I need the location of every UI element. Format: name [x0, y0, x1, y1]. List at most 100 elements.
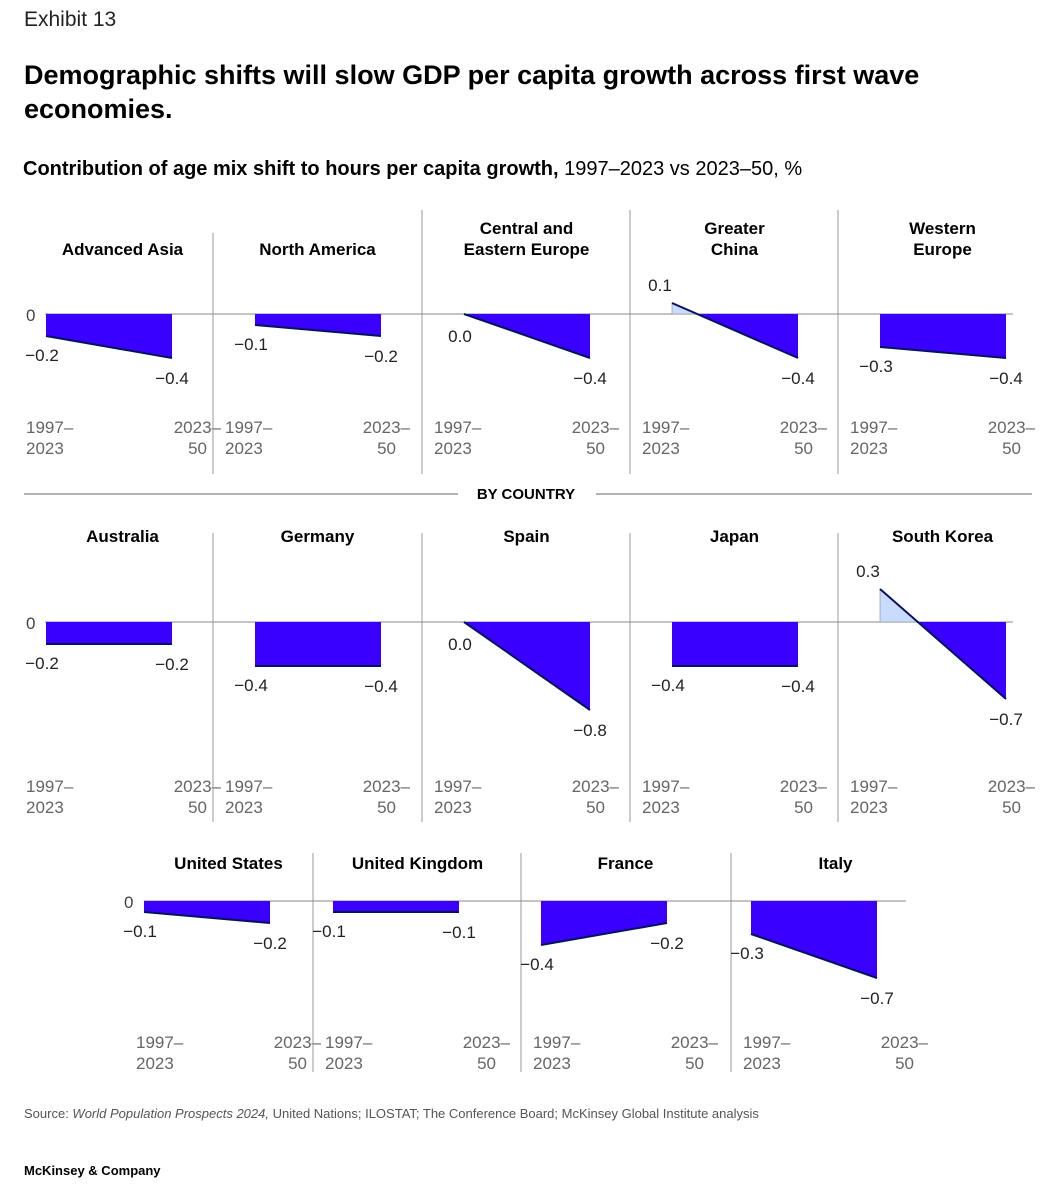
source-prefix: Source: — [24, 1106, 73, 1121]
x-label-end-western-europe: 50 — [1002, 439, 1021, 458]
x-label-end-germany: 50 — [377, 798, 396, 817]
x-label-end-advanced-asia: 2023– — [174, 418, 222, 437]
section-label-by-country: BY COUNTRY — [477, 486, 575, 503]
value-label-end-france: −0.2 — [650, 934, 684, 953]
panel-title-greater-china: China — [711, 240, 759, 259]
subtitle-rest: 1997–2023 vs 2023–50, % — [558, 158, 803, 180]
x-label-end-united-states: 2023– — [274, 1033, 322, 1052]
x-label-start-united-states: 2023 — [136, 1054, 174, 1073]
area-negative-western-europe — [880, 314, 1006, 358]
panel-title-western-europe: Europe — [913, 240, 972, 259]
x-label-end-central-and-eastern-europe: 50 — [586, 439, 605, 458]
panel-title-australia: Australia — [86, 527, 159, 546]
x-label-start-western-europe: 2023 — [850, 439, 888, 458]
x-label-start-north-america: 2023 — [225, 439, 263, 458]
chart-subtitle: Contribution of age mix shift to hours p… — [23, 158, 802, 181]
panel-title-japan: Japan — [710, 527, 759, 546]
panel-title-italy: Italy — [818, 854, 853, 873]
x-label-start-australia: 1997– — [26, 777, 74, 796]
x-label-end-australia: 2023– — [174, 777, 222, 796]
value-label-start-germany: −0.4 — [234, 676, 268, 695]
x-label-end-france: 2023– — [671, 1033, 719, 1052]
area-negative-advanced-asia — [46, 314, 172, 358]
panel-title-france: France — [598, 854, 654, 873]
trend-line-central-and-eastern-europe — [463, 313, 591, 359]
x-label-start-australia: 2023 — [26, 798, 64, 817]
area-negative-australia — [46, 622, 172, 644]
x-label-end-australia: 50 — [188, 798, 207, 817]
value-label-end-greater-china: −0.4 — [781, 369, 815, 388]
x-label-start-south-korea: 2023 — [850, 798, 888, 817]
zero-tick-label: 0 — [26, 614, 35, 633]
x-label-start-japan: 1997– — [642, 777, 690, 796]
value-label-end-germany: −0.4 — [364, 677, 398, 696]
x-label-start-united-states: 1997– — [136, 1033, 184, 1052]
x-label-end-greater-china: 2023– — [780, 418, 828, 437]
panel-title-united-kingdom: United Kingdom — [352, 854, 483, 873]
trend-line-spain — [463, 621, 591, 711]
x-label-end-spain: 50 — [586, 798, 605, 817]
x-label-end-france: 50 — [685, 1054, 704, 1073]
x-label-start-greater-china: 1997– — [642, 418, 690, 437]
x-label-start-north-america: 1997– — [225, 418, 273, 437]
x-label-end-japan: 50 — [794, 798, 813, 817]
trend-line-advanced-asia — [45, 335, 173, 359]
page-title: Demographic shifts will slow GDP per cap… — [24, 60, 920, 124]
x-label-start-france: 2023 — [533, 1054, 571, 1073]
trend-line-south-korea — [879, 588, 1007, 700]
value-label-start-greater-china: 0.1 — [648, 276, 672, 295]
source-italic: World Population Prospects 2024, — [72, 1106, 269, 1121]
value-label-start-united-states: −0.1 — [123, 922, 157, 941]
value-label-end-united-states: −0.2 — [253, 934, 287, 953]
x-label-start-united-kingdom: 1997– — [325, 1033, 373, 1052]
value-label-start-advanced-asia: −0.2 — [25, 346, 59, 365]
x-label-start-central-and-eastern-europe: 1997– — [434, 418, 482, 437]
value-label-start-south-korea: 0.3 — [856, 562, 880, 581]
value-label-start-north-america: −0.1 — [234, 335, 268, 354]
value-label-start-spain: 0.0 — [448, 635, 472, 654]
x-label-end-united-kingdom: 2023– — [463, 1033, 511, 1052]
trend-line-greater-china — [671, 302, 799, 359]
x-label-start-japan: 2023 — [642, 798, 680, 817]
area-negative-united-states — [144, 901, 270, 923]
panel-title-advanced-asia: Advanced Asia — [62, 240, 184, 259]
exhibit-label: Exhibit 13 — [24, 8, 117, 31]
x-label-start-advanced-asia: 2023 — [26, 439, 64, 458]
value-label-end-japan: −0.4 — [781, 677, 815, 696]
trend-line-north-america — [254, 324, 382, 337]
zero-tick-label: 0 — [124, 893, 133, 912]
trend-line-western-europe — [879, 346, 1007, 359]
source-note: Source: World Population Prospects 2024,… — [24, 1106, 759, 1121]
value-label-end-central-and-eastern-europe: −0.4 — [573, 369, 607, 388]
x-label-start-italy: 1997– — [743, 1033, 791, 1052]
x-label-end-advanced-asia: 50 — [188, 439, 207, 458]
value-label-end-spain: −0.8 — [573, 721, 607, 740]
x-label-start-central-and-eastern-europe: 2023 — [434, 439, 472, 458]
value-label-start-japan: −0.4 — [651, 676, 685, 695]
x-label-start-western-europe: 1997– — [850, 418, 898, 437]
x-label-end-italy: 2023– — [881, 1033, 929, 1052]
panel-title-western-europe: Western — [909, 219, 976, 238]
value-label-end-united-kingdom: −0.1 — [442, 923, 476, 942]
value-label-start-australia: −0.2 — [25, 654, 59, 673]
trend-line-italy — [750, 933, 878, 979]
panel-title-north-america: North America — [259, 240, 376, 259]
x-label-start-germany: 1997– — [225, 777, 273, 796]
panel-title-central-and-eastern-europe: Central and — [480, 219, 574, 238]
x-label-end-south-korea: 2023– — [988, 777, 1036, 796]
value-label-start-united-kingdom: −0.1 — [312, 922, 346, 941]
area-negative-japan — [672, 622, 798, 666]
x-label-end-south-korea: 50 — [1002, 798, 1021, 817]
trend-line-united-states — [143, 911, 271, 924]
value-label-start-france: −0.4 — [520, 955, 554, 974]
source-rest: United Nations; ILOSTAT; The Conference … — [268, 1106, 759, 1121]
value-label-start-western-europe: −0.3 — [859, 357, 893, 376]
trend-line-france — [540, 922, 668, 946]
x-label-end-central-and-eastern-europe: 2023– — [572, 418, 620, 437]
panel-title-spain: Spain — [503, 527, 549, 546]
x-label-start-advanced-asia: 1997– — [26, 418, 74, 437]
value-label-start-italy: −0.3 — [730, 944, 764, 963]
x-label-start-south-korea: 1997– — [850, 777, 898, 796]
x-label-start-spain: 1997– — [434, 777, 482, 796]
panel-title-south-korea: South Korea — [892, 527, 994, 546]
